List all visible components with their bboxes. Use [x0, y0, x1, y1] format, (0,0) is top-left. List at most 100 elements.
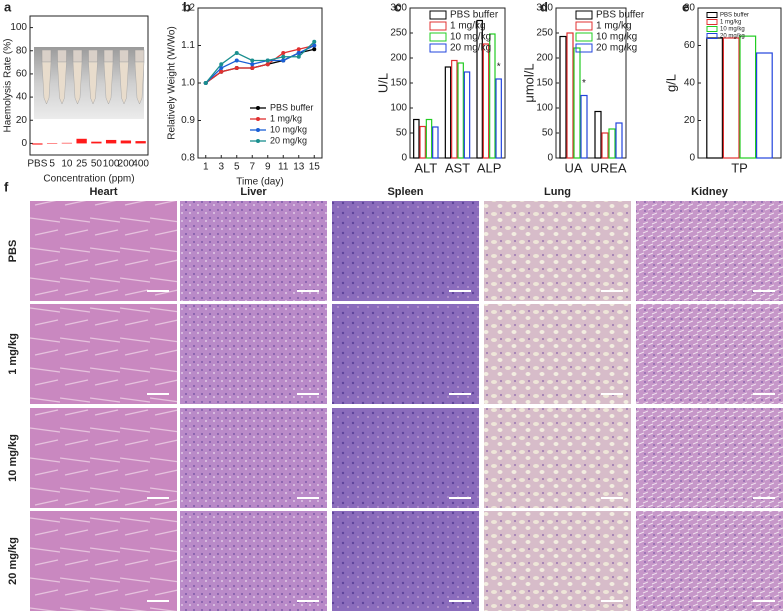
line [205, 44, 315, 84]
bar [559, 35, 567, 159]
y-tick-label: 80 [684, 3, 696, 14]
legend-label: 10 mg/kg [596, 32, 637, 43]
legend-swatch [575, 43, 593, 53]
tube [88, 49, 98, 63]
y-tick-label: 250 [536, 28, 553, 39]
histology-image [636, 408, 783, 508]
panel-label: b [183, 0, 191, 14]
bar [463, 71, 471, 159]
y-tick-label: 50 [396, 128, 408, 139]
y-tick-label: 250 [390, 28, 407, 39]
legend-label: 10 mg/kg [450, 32, 491, 43]
point [265, 58, 270, 63]
legend-label: 10 mg/kg [720, 27, 745, 33]
legend-label: 1 mg/kg [270, 113, 302, 123]
bar [489, 33, 496, 159]
tube [134, 61, 145, 105]
legend-label: 20 mg/kg [270, 135, 307, 145]
point [219, 69, 224, 74]
point [265, 62, 270, 67]
x-tick-label: 100 [103, 159, 120, 170]
x-tick-label: 7 [249, 162, 255, 173]
legend-label: 1 mg/kg [450, 21, 486, 32]
bar [722, 37, 740, 159]
tube [41, 49, 52, 63]
point [281, 58, 286, 63]
bar [91, 141, 102, 144]
y-axis-label: Relatively Weight (W/Wo) [167, 26, 178, 140]
histology-image [30, 511, 177, 611]
y-tick-label: 1.0 [181, 78, 195, 89]
x-tick-label: 13 [293, 162, 305, 173]
line [205, 44, 315, 84]
y-tick-label: 50 [542, 128, 554, 139]
legend-marker [256, 117, 260, 121]
tube [103, 61, 114, 105]
histology-image [636, 201, 783, 301]
legend-label: 20 mg/kg [596, 43, 637, 54]
histology-image [180, 201, 327, 301]
legend-label: PBS buffer [720, 13, 749, 19]
histology-image [332, 408, 479, 508]
x-tick-label: TP [731, 160, 748, 175]
x-tick-label: UA [564, 160, 582, 175]
point [312, 47, 317, 52]
y-tick-label: 80 [16, 45, 28, 56]
bar [413, 118, 420, 159]
bar [32, 143, 43, 145]
bar [594, 110, 602, 159]
x-tick-label: PBS [27, 159, 47, 170]
y-tick-label: 20 [16, 115, 28, 126]
bar [601, 132, 609, 159]
x-tick-label: 9 [265, 162, 271, 173]
bar [495, 78, 502, 159]
y-tick-label: 0 [547, 153, 553, 164]
histology-image [332, 201, 479, 301]
legend-marker [256, 128, 260, 132]
y-tick-label: 300 [390, 3, 407, 14]
column-header: Heart [89, 186, 117, 198]
bar [573, 47, 581, 159]
y-tick-label: 100 [390, 103, 407, 114]
legend-label: PBS buffer [596, 10, 645, 21]
y-tick-label: 0.8 [181, 153, 195, 164]
tube [72, 49, 83, 63]
y-tick-label: 0 [689, 153, 695, 164]
bar [476, 19, 483, 159]
y-tick-label: 40 [684, 78, 696, 89]
x-tick-label: 3 [218, 162, 224, 173]
y-tick-label: 200 [536, 53, 553, 64]
bar [451, 59, 458, 159]
tube [72, 61, 83, 105]
x-tick-label: 400 [132, 159, 149, 170]
y-axis-label: U/L [375, 73, 390, 93]
x-axis-label: Concentration (ppm) [43, 174, 134, 185]
tube [103, 49, 114, 63]
row-label: 1 mg/kg [7, 333, 19, 375]
point [234, 66, 239, 70]
legend-swatch [706, 12, 718, 18]
histology-image [484, 511, 631, 611]
y-axis-label: μmol/L [521, 63, 536, 102]
panel-label: e [682, 0, 689, 14]
histology-image [636, 304, 783, 404]
x-tick-label: 10 [61, 159, 73, 170]
y-tick-label: 300 [536, 3, 553, 14]
row-label: PBS [7, 240, 19, 263]
bar [457, 62, 464, 159]
point [281, 51, 286, 55]
y-tick-label: 60 [16, 69, 28, 80]
x-tick-label: ALP [477, 160, 502, 175]
legend-swatch [575, 10, 593, 20]
bar [46, 143, 58, 144]
legend-marker [256, 139, 260, 143]
tube [41, 61, 52, 105]
legend-swatch [429, 21, 447, 31]
point [312, 39, 317, 44]
histology-image [332, 304, 479, 404]
bar [425, 118, 433, 159]
legend-label: 1 mg/kg [596, 21, 632, 32]
point [250, 62, 255, 67]
histology-image [180, 511, 327, 611]
